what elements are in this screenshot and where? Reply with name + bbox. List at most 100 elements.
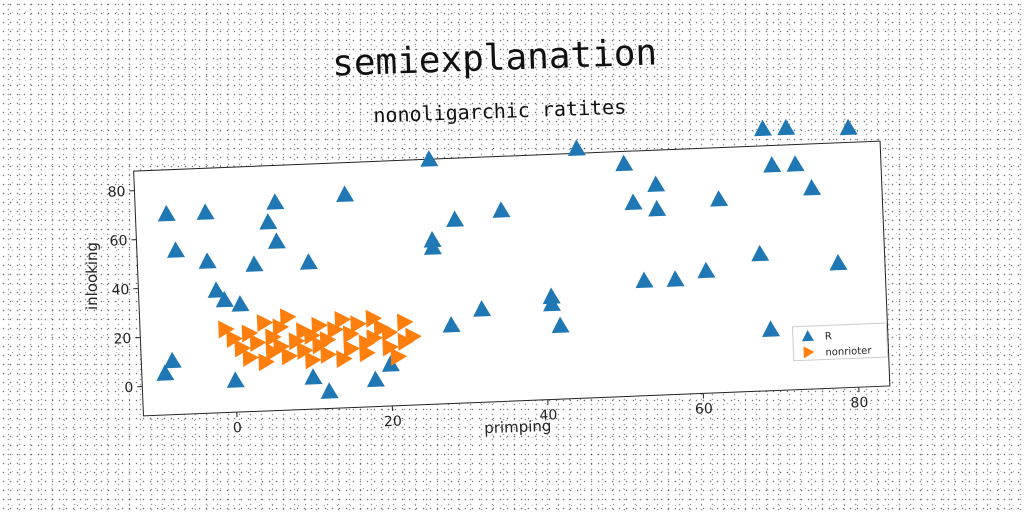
- series-r-point: [543, 294, 561, 312]
- series-r-point: [624, 193, 643, 211]
- series-r-point: [829, 253, 848, 271]
- x-tick-label: 60: [695, 401, 713, 418]
- series-r-point: [245, 255, 264, 272]
- series-nonrioter-point: [279, 308, 297, 327]
- x-tick-label: 80: [850, 395, 868, 412]
- series-nonrioter-point: [366, 329, 383, 348]
- y-axis-label: inlooking: [83, 242, 101, 310]
- series-nonrioter-point: [281, 347, 299, 366]
- y-tick-label: 40: [111, 282, 129, 299]
- series-nonrioter-point: [258, 353, 275, 372]
- series-r-point: [381, 355, 400, 372]
- series-r-point: [710, 190, 729, 207]
- series-nonrioter-point: [272, 318, 290, 337]
- series-r-point: [156, 364, 175, 381]
- series-r-point: [786, 155, 805, 172]
- series-r-point: [697, 261, 716, 279]
- series-nonrioter-point: [396, 313, 414, 332]
- series-nonrioter-point: [336, 350, 353, 369]
- series-r-point: [803, 179, 822, 196]
- legend-box: [791, 322, 889, 362]
- y-tick-label: 80: [107, 184, 125, 201]
- series-r-point: [751, 244, 770, 262]
- series-r-point: [754, 119, 773, 137]
- series-r-point: [215, 290, 234, 308]
- series-r-point: [167, 241, 186, 258]
- y-tick-label: 20: [113, 331, 131, 348]
- plot-frame: [133, 140, 891, 417]
- legend-marker: [803, 346, 815, 359]
- series-nonrioter-point: [304, 326, 321, 345]
- series-nonrioter-point: [365, 309, 383, 328]
- ticks-layer: 0 20 40 60 80 0 20 40 60 80: [107, 184, 868, 436]
- series-r-point: [666, 270, 685, 287]
- y-tick-label: 60: [109, 233, 127, 250]
- series-r-point: [567, 139, 586, 156]
- series-nonrioter-point: [273, 337, 290, 356]
- series-r-point: [492, 201, 511, 218]
- series-r-point: [207, 281, 226, 298]
- series-r-point: [336, 185, 355, 203]
- series-r-point: [266, 193, 285, 210]
- series-nonrioter-point: [226, 330, 243, 348]
- series-nonrioter-point: [320, 345, 337, 364]
- series-nonrioter-point: [265, 328, 282, 347]
- series-r-point: [839, 118, 858, 136]
- series-nonrioter-point: [241, 324, 259, 343]
- series-nonrioter-point: [234, 339, 251, 358]
- series-nonrioter-point: [390, 347, 408, 366]
- chart-subtitle: nonoligarchic ratites: [373, 95, 627, 128]
- series-r-point: [163, 351, 182, 369]
- series-nonrioter-point: [359, 344, 376, 363]
- series-r-point: [762, 320, 781, 337]
- series-nonrioter-point: [242, 348, 260, 367]
- series-nonrioter-point: [305, 351, 322, 370]
- series-r-point: [157, 204, 176, 222]
- series-r-point: [635, 271, 654, 289]
- series-r-point: [267, 232, 286, 249]
- series-nonrioter-point: [405, 327, 422, 346]
- series-r-point: [198, 252, 217, 269]
- series-r-point: [304, 368, 323, 385]
- legend-label: R: [825, 331, 832, 342]
- series-nonrioter-point: [296, 341, 314, 360]
- series-r-point: [551, 316, 570, 334]
- series-r-point: [366, 370, 385, 388]
- series-nonrioter-point: [319, 331, 337, 350]
- series-r-point: [320, 382, 339, 399]
- x-tick-label: 0: [233, 420, 243, 436]
- series-r-point: [259, 213, 278, 230]
- series-r-point: [442, 316, 461, 333]
- series-r-point: [196, 203, 215, 220]
- series-r-point: [446, 210, 465, 228]
- series-r-point: [615, 154, 634, 172]
- legend-label: nonrioter: [825, 346, 872, 359]
- series-nonrioter-point: [288, 332, 306, 351]
- series-r-point: [226, 371, 245, 388]
- series-r-point: [423, 238, 442, 255]
- series-r-point: [473, 300, 492, 317]
- series-r-point: [647, 175, 666, 193]
- series-nonrioter-point: [327, 321, 344, 340]
- marks-layer: [156, 118, 858, 399]
- series-nonrioter-point: [311, 316, 328, 335]
- series-r-point: [231, 295, 250, 312]
- series-nonrioter-point: [218, 320, 235, 339]
- series-nonrioter-point: [342, 325, 360, 344]
- x-tick-label: 40: [539, 407, 557, 424]
- y-tick-label: 0: [124, 380, 134, 396]
- series-nonrioter-point: [350, 315, 367, 334]
- chart-title: semiexplanation: [331, 32, 657, 84]
- series-r-point: [763, 156, 782, 173]
- series-r-point: [648, 199, 667, 217]
- legend-marker: [802, 330, 815, 342]
- series-nonrioter-point: [343, 340, 361, 359]
- series-r-point: [777, 118, 796, 136]
- series-nonrioter-point: [249, 333, 267, 352]
- series-r-point: [420, 150, 439, 167]
- series-nonrioter-point: [381, 323, 399, 342]
